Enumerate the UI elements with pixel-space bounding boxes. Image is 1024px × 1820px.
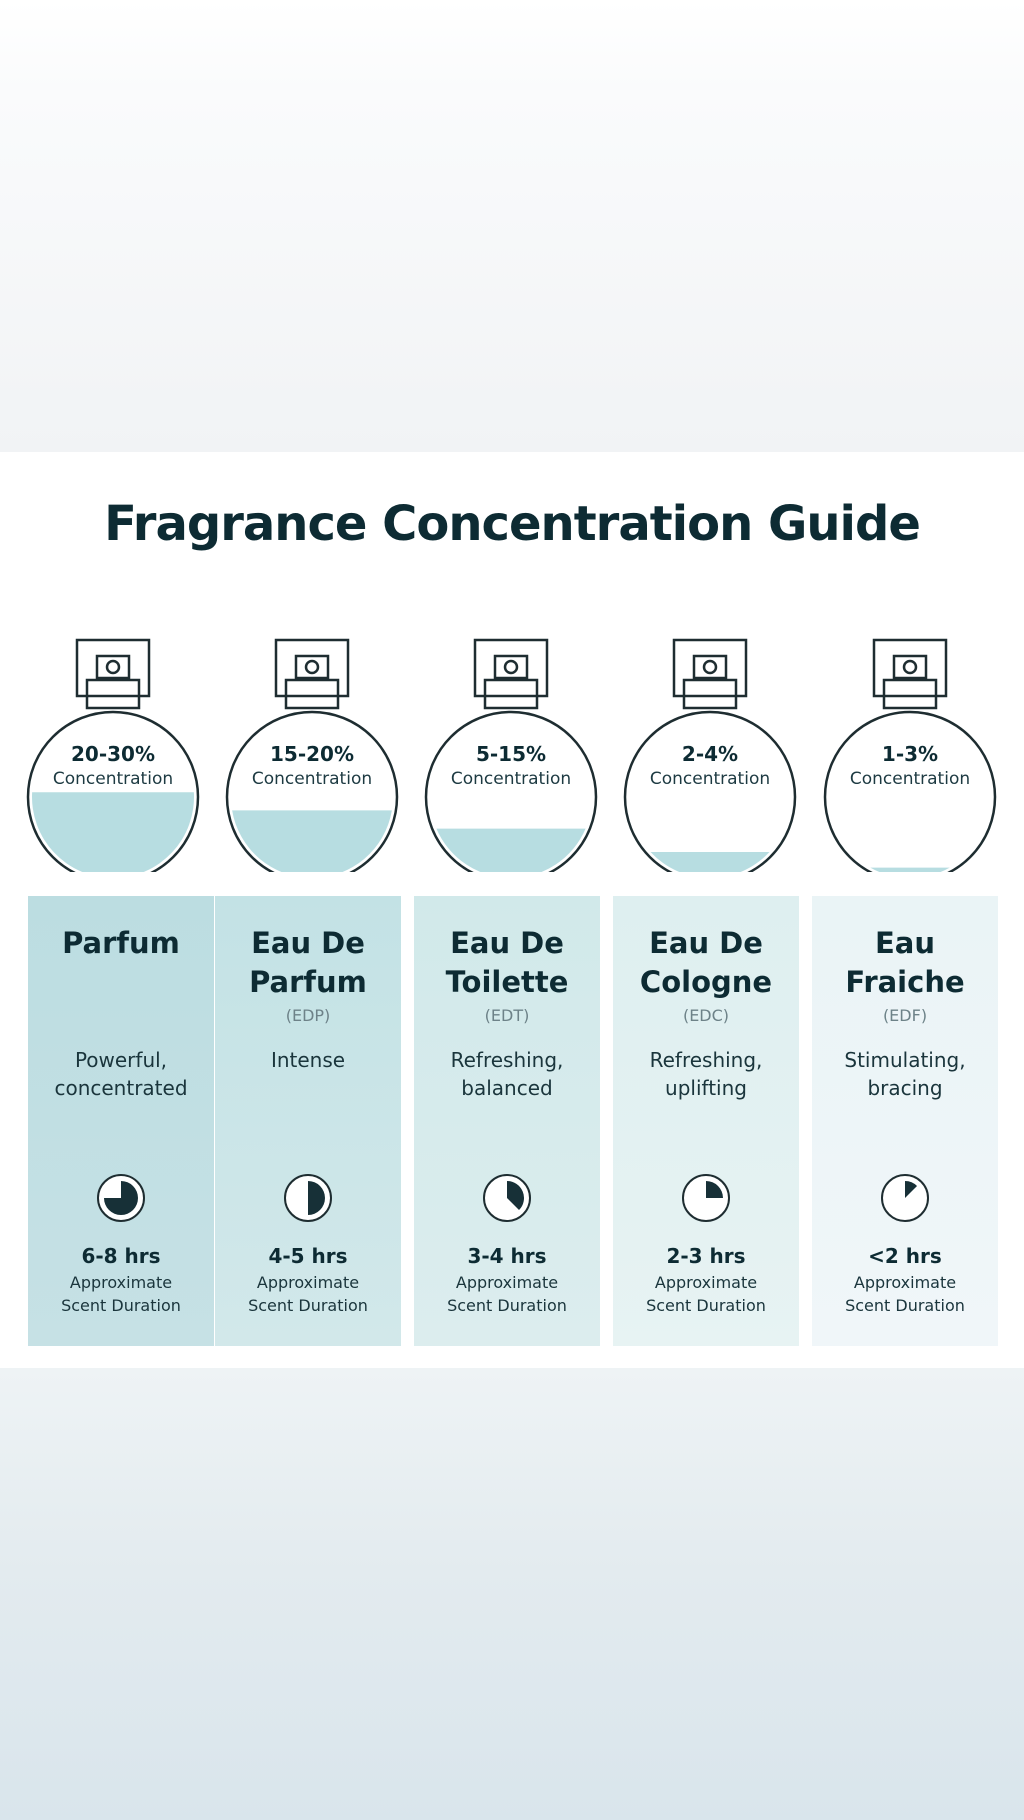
type-abbreviation: (EDF) <box>882 1006 928 1025</box>
type-description: Refreshing, uplifting <box>621 1046 791 1102</box>
concentration-value: 15-20% <box>269 742 354 766</box>
bottle-eau-fraiche: 1-3% Concentration <box>820 636 1000 872</box>
column-eau-fraiche: Eau Fraiche (EDF) Stimulating, bracing <… <box>812 896 998 1346</box>
duration-label-line-1: Approximate <box>69 1273 173 1292</box>
description-line-1: Intense <box>270 1048 346 1072</box>
description-line-2: balanced <box>461 1076 553 1100</box>
scent-duration: 3-4 hrs <box>467 1244 547 1268</box>
concentration-value: 20-30% <box>70 742 155 766</box>
concentration-label: Concentration <box>52 769 174 789</box>
description-line-1: Stimulating, <box>844 1048 966 1072</box>
description-line-2: bracing <box>867 1076 943 1100</box>
type-description: Intense <box>223 1046 393 1074</box>
liquid-fill <box>650 852 770 872</box>
type-name-line-1: Parfum <box>62 926 180 960</box>
clock-pie-icon <box>483 1174 531 1222</box>
type-description: Stimulating, bracing <box>820 1046 990 1102</box>
description-line-1: Refreshing, <box>649 1048 763 1072</box>
concentration-value: 5-15% <box>475 742 547 766</box>
fragrance-type-name: Eau Fraiche <box>812 924 998 1002</box>
column-eau-de-parfum: Eau De Parfum (EDP) Intense 4-5 hrs Appr… <box>215 896 401 1346</box>
clock-pie-icon <box>97 1174 145 1222</box>
liquid-fill <box>232 810 392 872</box>
type-abbreviation: (EDC) <box>682 1006 730 1025</box>
type-name-line-1: Eau <box>874 926 936 960</box>
description-line-1: Refreshing, <box>450 1048 564 1072</box>
liquid-fill <box>870 867 950 872</box>
duration-label-line-2: Scent Duration <box>447 1296 567 1315</box>
description-line-1: Powerful, <box>74 1048 168 1072</box>
concentration-label: Concentration <box>849 769 971 789</box>
duration-label: Approximate Scent Duration <box>812 1271 998 1317</box>
duration-label-line-1: Approximate <box>455 1273 559 1292</box>
bottom-background-band <box>0 1368 1024 1820</box>
bottle-eau-de-toilette: 5-15% Concentration <box>421 636 601 872</box>
duration-label-line-2: Scent Duration <box>61 1296 181 1315</box>
bottle-eau-de-cologne: 2-4% Concentration <box>620 636 800 872</box>
fragrance-type-name: Eau De Parfum <box>215 924 401 1002</box>
bottle-eau-de-parfum: 15-20% Concentration <box>222 636 402 872</box>
duration-label: Approximate Scent Duration <box>215 1271 401 1317</box>
concentration-label: Concentration <box>450 769 572 789</box>
duration-label: Approximate Scent Duration <box>414 1271 600 1317</box>
fragrance-type-name: Eau De Toilette <box>414 924 600 1002</box>
duration-wedge <box>507 1181 524 1211</box>
fragrance-type-name: Parfum <box>28 924 214 963</box>
duration-label-line-1: Approximate <box>853 1273 957 1292</box>
duration-label-line-1: Approximate <box>654 1273 758 1292</box>
duration-wedge <box>905 1181 918 1198</box>
type-name-line-2: Fraiche <box>845 965 965 999</box>
type-name-line-2: Cologne <box>639 965 773 999</box>
duration-label-line-2: Scent Duration <box>845 1296 965 1315</box>
bottle-parfum: 20-30% Concentration <box>23 636 203 872</box>
type-abbreviation: (EDP) <box>285 1006 331 1025</box>
type-name-line-1: Eau De <box>450 926 564 960</box>
type-name-line-1: Eau De <box>649 926 763 960</box>
scent-duration: 2-3 hrs <box>666 1244 746 1268</box>
type-name-line-2: Parfum <box>249 965 367 999</box>
type-name-line-1: Eau De <box>251 926 365 960</box>
duration-label-line-1: Approximate <box>256 1273 360 1292</box>
concentration-label: Concentration <box>649 769 771 789</box>
perfume-bottle-icon <box>225 638 399 872</box>
duration-wedge <box>308 1181 325 1215</box>
duration-wedge <box>706 1181 723 1198</box>
description-line-2: concentrated <box>54 1076 188 1100</box>
type-description: Refreshing, balanced <box>422 1046 592 1102</box>
column-parfum: Parfum Powerful, concentrated 6-8 hrs Ap… <box>28 896 214 1346</box>
clock-pie-icon <box>682 1174 730 1222</box>
type-abbreviation: (EDT) <box>484 1006 530 1025</box>
type-description: Powerful, concentrated <box>36 1046 206 1102</box>
perfume-bottle-icon <box>424 638 598 872</box>
concentration-value: 2-4% <box>681 742 739 766</box>
column-eau-de-cologne: Eau De Cologne (EDC) Refreshing, uplifti… <box>613 896 799 1346</box>
page-title: Fragrance Concentration Guide <box>104 496 921 552</box>
duration-wedge <box>104 1181 138 1215</box>
concentration-value: 1-3% <box>881 742 939 766</box>
perfume-bottle-icon <box>26 638 200 872</box>
clock-pie-icon <box>284 1174 332 1222</box>
column-eau-de-toilette: Eau De Toilette (EDT) Refreshing, balanc… <box>414 896 600 1346</box>
fragrance-type-name: Eau De Cologne <box>613 924 799 1002</box>
duration-label-line-2: Scent Duration <box>646 1296 766 1315</box>
perfume-bottle-icon <box>823 638 997 872</box>
description-line-2: uplifting <box>665 1076 747 1100</box>
clock-pie-icon <box>881 1174 929 1222</box>
scent-duration: 6-8 hrs <box>81 1244 161 1268</box>
type-name-line-2: Toilette <box>445 965 569 999</box>
duration-label-line-2: Scent Duration <box>248 1296 368 1315</box>
top-background-band <box>0 0 1024 452</box>
liquid-fill <box>436 828 586 872</box>
liquid-fill <box>32 792 194 872</box>
scent-duration: <2 hrs <box>868 1244 942 1268</box>
concentration-label: Concentration <box>251 769 373 789</box>
scent-duration: 4-5 hrs <box>268 1244 348 1268</box>
perfume-bottle-icon <box>623 638 797 872</box>
duration-label: Approximate Scent Duration <box>613 1271 799 1317</box>
duration-label: Approximate Scent Duration <box>28 1271 214 1317</box>
